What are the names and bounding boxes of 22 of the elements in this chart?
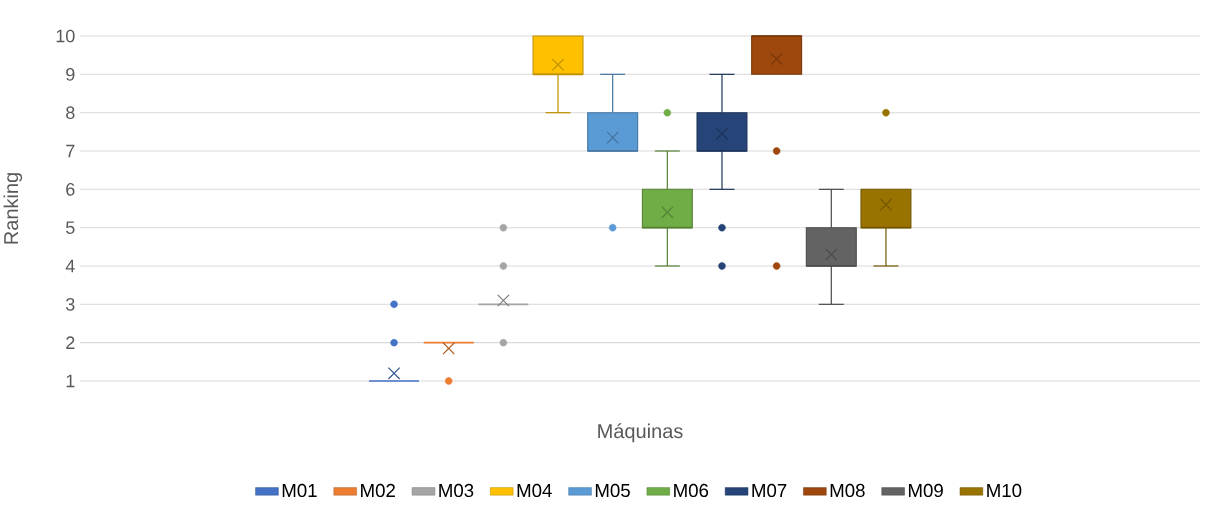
y-tick-label: 4 [65,259,75,273]
legend-label: M03 [439,483,474,498]
legend-label: M06 [674,483,709,498]
y-tick-label: 7 [66,144,75,158]
y-tick-label: 10 [56,29,75,43]
x-axis-title: Máquinas [598,423,683,443]
legend-label: M10 [987,483,1022,498]
legend-label: M09 [908,483,943,498]
y-tick-label: 9 [66,67,75,81]
legend-label: M05 [595,483,630,498]
y-tick-label: 3 [65,297,75,311]
legend-label: M02 [361,483,395,498]
legend-label: M04 [517,483,552,498]
y-tick-label: 8 [66,106,75,120]
y-tick-label: 6 [66,182,75,196]
legend-label: M08 [830,483,865,498]
legend-label: M07 [752,483,787,498]
y-tick-label: 1 [66,374,75,388]
legend-label: M01 [282,483,317,498]
y-tick-label: 5 [66,221,75,234]
y-axis-title: Ranking [3,173,23,244]
y-tick-label: 2 [66,336,75,349]
